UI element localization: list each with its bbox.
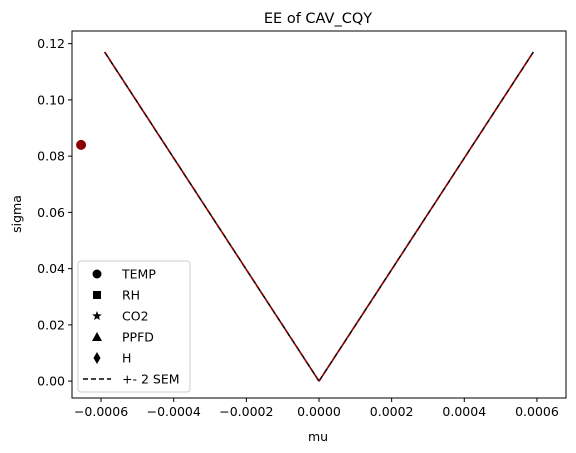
legend-item: RH — [93, 288, 140, 303]
legend-marker-triangle — [92, 332, 102, 341]
legend-marker-star — [92, 311, 102, 321]
legend-item: H — [93, 351, 131, 366]
y-tick-label: 0.02 — [37, 317, 65, 332]
legend-label: PPFD — [122, 330, 154, 345]
y-tick-label: 0.08 — [37, 149, 65, 164]
sem-line-left — [104, 51, 320, 382]
x-axis-ticks: −0.0006 −0.0004 −0.0002 0.0000 0.0002 0.0004 0… — [74, 398, 559, 419]
legend-item: CO2 — [92, 309, 149, 324]
x-tick-label: 0.0002 — [370, 404, 414, 419]
x-axis-label: mu — [308, 429, 328, 444]
legend-label: H — [122, 351, 131, 366]
y-tick-label: 0.04 — [37, 261, 65, 276]
x-tick-label: −0.0004 — [147, 404, 201, 419]
y-tick-label: 0.12 — [37, 36, 65, 51]
y-axis-label: sigma — [9, 195, 24, 233]
y-tick-label: 0.10 — [37, 92, 65, 107]
legend-item: +- 2 SEM — [83, 372, 180, 387]
x-tick-label: 0.0000 — [297, 404, 341, 419]
legend: TEMP RH CO2 PPFD H +- 2 SEM — [77, 260, 191, 393]
x-tick-label: −0.0002 — [219, 404, 273, 419]
legend-label: RH — [122, 288, 140, 303]
sem-line-right — [318, 51, 534, 382]
legend-marker-circle — [92, 269, 102, 279]
data-point-temp — [76, 139, 87, 150]
legend-marker-diamond — [93, 352, 101, 364]
y-tick-label: 0.06 — [37, 205, 65, 220]
legend-label: TEMP — [121, 267, 156, 282]
chart-title: EE of CAV_CQY — [264, 11, 372, 27]
legend-box — [77, 260, 191, 393]
y-tick-label: 0.00 — [37, 374, 65, 389]
x-tick-label: 0.0004 — [442, 404, 486, 419]
x-tick-label: −0.0006 — [74, 404, 128, 419]
data-series — [76, 51, 534, 382]
legend-label: CO2 — [122, 309, 149, 324]
legend-item: TEMP — [92, 267, 156, 282]
legend-item: PPFD — [92, 330, 154, 345]
legend-marker-square — [93, 291, 101, 299]
x-tick-label: 0.0006 — [515, 404, 559, 419]
legend-label: +- 2 SEM — [122, 372, 180, 387]
y-axis-ticks: 0.00 0.02 0.04 0.06 0.08 0.10 0.12 — [37, 36, 72, 389]
